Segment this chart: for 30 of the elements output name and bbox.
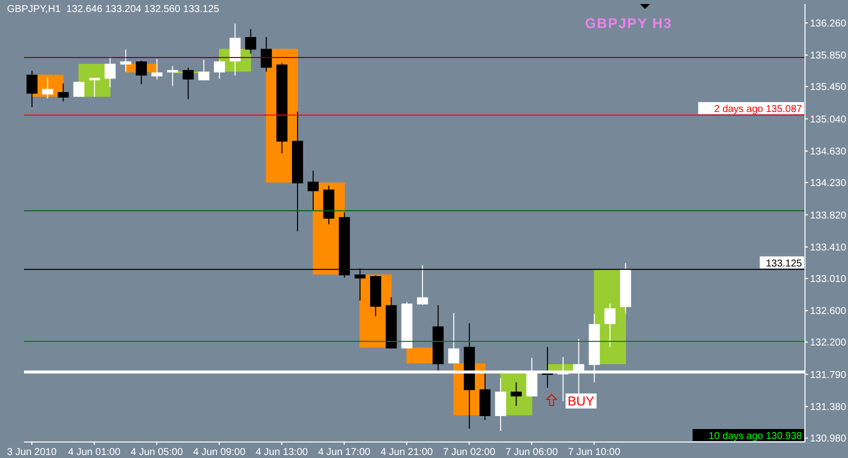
x-tick-label: 7 Jun 06:00: [506, 447, 558, 458]
y-tick-label: 132.600: [810, 306, 847, 318]
x-tick-label: 3 Jun 2010: [7, 447, 57, 458]
x-tick-label: 4 Jun 05:00: [130, 447, 184, 458]
y-tick-label: 134.630: [810, 146, 847, 158]
y-tick-label: 133.410: [810, 242, 847, 254]
x-tick-label: 7 Jun 02:00: [443, 447, 496, 458]
ref-line-label: 2 days ago 135.087: [714, 104, 802, 116]
y-tick-label: 133.010: [810, 274, 847, 285]
x-tick-label: 4 Jun 01:00: [68, 447, 121, 458]
y-tick-label: 131.790: [810, 370, 847, 381]
x-tick-label: 4 Jun 21:00: [380, 447, 434, 458]
ref-line-label: 133.125: [766, 258, 802, 270]
y-tick-label: 132.200: [810, 338, 847, 349]
annotation: BUY: [568, 393, 595, 408]
annotation: 10 days ago 130.938: [708, 431, 802, 442]
x-tick-label: 4 Jun 17:00: [318, 447, 371, 458]
y-tick-label: 135.850: [810, 50, 847, 62]
y-tick-label: 136.260: [810, 18, 847, 30]
y-tick-label: 130.980: [810, 434, 847, 445]
y-tick-label: 135.450: [810, 82, 847, 94]
y-tick-label: 135.040: [810, 114, 847, 126]
y-tick-label: 133.820: [810, 210, 847, 222]
x-tick-label: 4 Jun 09:00: [193, 447, 246, 458]
text: GBPJPY H3: [585, 15, 672, 31]
x-tick-label: 7 Jun 10:00: [568, 447, 621, 458]
chart-title: GBPJPY,H1 132.646 133.204 132.560 133.125: [7, 4, 220, 15]
x-tick-label: 4 Jun 13:00: [256, 447, 308, 458]
y-tick-label: 134.230: [810, 178, 847, 190]
y-tick-label: 131.380: [810, 402, 847, 414]
